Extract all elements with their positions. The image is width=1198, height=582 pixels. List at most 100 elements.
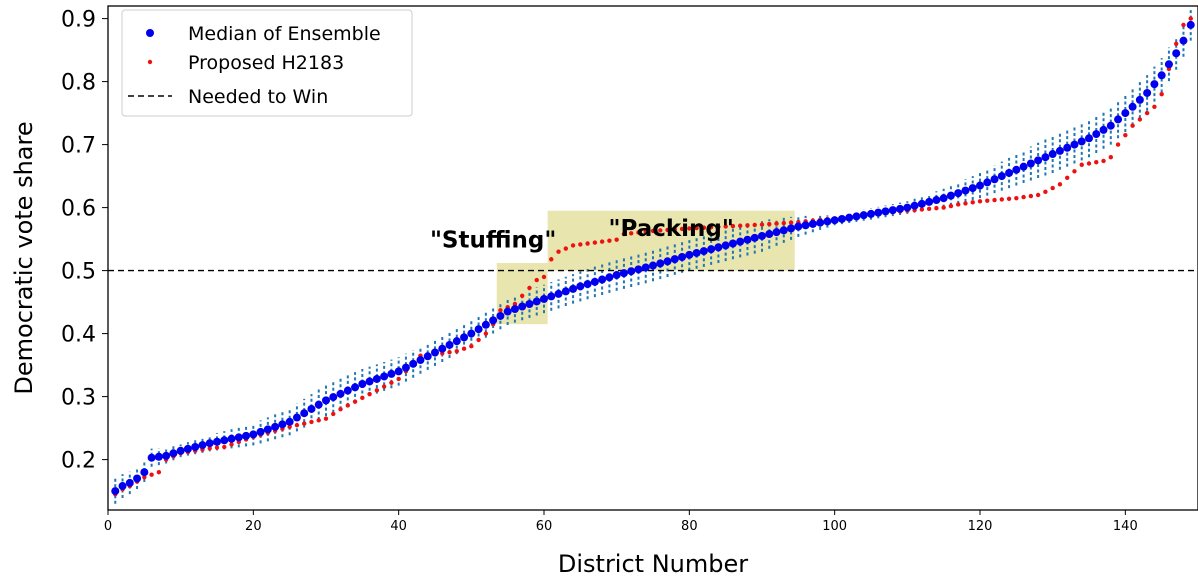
proposed-point	[1006, 196, 1012, 201]
median-point	[656, 259, 665, 268]
median-point	[598, 275, 607, 284]
legend-box	[121, 9, 413, 117]
median-point	[663, 257, 672, 266]
proposed-point	[1021, 194, 1026, 200]
x-tick-label: 20	[245, 519, 262, 534]
proposed-point	[1181, 22, 1186, 28]
median-point	[881, 207, 890, 216]
median-point	[423, 352, 432, 361]
annotations: "Stuffing" "Packing"	[430, 216, 734, 253]
proposed-point	[1065, 175, 1070, 180]
proposed-point	[549, 257, 554, 262]
proposed-point	[527, 285, 532, 291]
proposed-point	[352, 399, 358, 404]
median-point	[547, 292, 556, 301]
median-point	[634, 265, 643, 274]
proposed-point	[316, 418, 321, 423]
median-point	[1012, 165, 1021, 174]
median-point	[1150, 80, 1159, 89]
proposed-point	[302, 421, 307, 426]
proposed-point	[629, 231, 634, 236]
proposed-point	[956, 202, 961, 207]
proposed-point	[1137, 117, 1143, 122]
median-point	[431, 348, 439, 357]
median-point	[191, 443, 200, 451]
proposed-point	[1035, 192, 1041, 198]
proposed-point	[665, 227, 670, 233]
median-point	[263, 425, 272, 434]
proposed-point	[585, 241, 590, 246]
proposed-point	[534, 277, 539, 283]
proposed-point	[1152, 104, 1157, 110]
proposed-point	[360, 395, 365, 401]
proposed-point	[381, 384, 387, 389]
proposed-point	[687, 226, 692, 231]
median-point	[619, 269, 628, 278]
median-point	[946, 191, 955, 200]
median-point	[1034, 156, 1043, 165]
proposed-point	[977, 199, 983, 204]
proposed-point	[992, 197, 997, 203]
y-tick-label: 0.7	[61, 134, 96, 159]
median-point	[678, 252, 687, 261]
median-point	[169, 449, 178, 458]
median-point	[1099, 125, 1108, 134]
median-point	[1114, 115, 1123, 124]
median-point	[721, 241, 730, 250]
median-point	[896, 204, 905, 213]
median-point	[1077, 137, 1086, 146]
median-point	[278, 420, 287, 429]
median-point	[961, 186, 970, 195]
median-point	[699, 247, 708, 256]
x-axis: 0 20 40 60 80 100 120 140	[104, 510, 1138, 534]
median-point	[590, 277, 599, 286]
median-point	[823, 217, 832, 226]
median-point	[365, 377, 374, 386]
median-point	[540, 294, 548, 303]
median-point	[801, 221, 810, 230]
median-point	[401, 363, 410, 372]
annotation-label: "Packing"	[608, 216, 733, 242]
proposed-point	[970, 200, 975, 205]
median-point	[692, 248, 701, 257]
median-point	[329, 393, 338, 402]
median-point	[249, 430, 258, 439]
median-point	[612, 271, 621, 280]
median-point	[874, 208, 883, 217]
median-point	[845, 213, 854, 222]
proposed-point	[926, 206, 932, 212]
proposed-point	[730, 223, 736, 229]
legend-proposed-marker	[147, 59, 153, 65]
median-point	[997, 172, 1006, 181]
median-point	[140, 468, 149, 477]
proposed-point	[1028, 193, 1034, 199]
median-point	[649, 261, 657, 270]
median-point	[292, 413, 301, 422]
proposed-point	[650, 228, 656, 234]
proposed-point	[919, 207, 925, 212]
proposed-point	[222, 444, 227, 450]
proposed-point	[963, 201, 968, 206]
median-point	[525, 299, 534, 308]
median-point	[1179, 36, 1188, 45]
proposed-point	[1086, 161, 1092, 166]
median-point	[939, 194, 948, 203]
proposed-point	[636, 230, 641, 235]
median-point	[787, 224, 796, 233]
median-point	[758, 231, 766, 240]
median-point	[452, 337, 461, 346]
y-tick-label: 0.5	[61, 260, 96, 285]
proposed-point	[999, 197, 1004, 202]
median-point	[779, 226, 788, 235]
median-point	[1172, 49, 1181, 58]
median-point	[394, 367, 403, 376]
proposed-point	[941, 205, 946, 210]
proposed-point	[1130, 123, 1135, 128]
proposed-point	[934, 206, 939, 211]
median-point	[438, 344, 447, 353]
median-point	[968, 184, 977, 193]
proposed-point	[563, 246, 568, 251]
proposed-point	[621, 231, 627, 237]
proposed-point	[389, 380, 394, 385]
proposed-point	[309, 419, 314, 425]
